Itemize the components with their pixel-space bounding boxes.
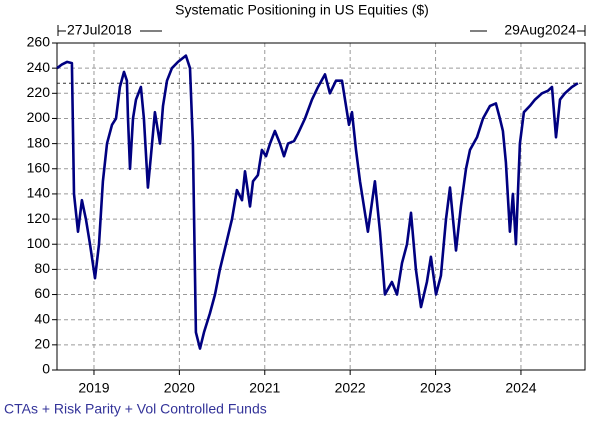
- x-tick-label: 2019: [78, 380, 109, 396]
- y-tick-label: 20: [34, 336, 50, 352]
- y-tick-label: 260: [27, 34, 51, 50]
- y-tick-label: 120: [27, 210, 51, 226]
- y-tick-label: 180: [27, 134, 51, 150]
- x-tick-label: 2021: [249, 380, 280, 396]
- y-tick-label: 220: [27, 84, 51, 100]
- x-tick-label: 2020: [164, 380, 195, 396]
- start-bracket: [57, 25, 162, 36]
- y-tick-label: 40: [34, 310, 50, 326]
- x-tick-label: 2024: [505, 380, 536, 396]
- chart-title: Systematic Positioning in US Equities ($…: [175, 2, 429, 18]
- end-bracket: [470, 25, 586, 36]
- end-date-label: 29Aug2024: [504, 22, 576, 38]
- y-tick-label: 100: [27, 235, 51, 251]
- x-tick-label: 2023: [420, 380, 451, 396]
- plot-border: [56, 42, 586, 371]
- y-tick-label: 140: [27, 185, 51, 201]
- y-tick-label: 80: [34, 260, 50, 276]
- start-date-label: 27Jul2018: [67, 22, 132, 38]
- y-tick-label: 240: [27, 59, 51, 75]
- x-tick-label: 2022: [335, 380, 366, 396]
- y-tick-label: 60: [34, 285, 50, 301]
- series-line: [56, 54, 579, 350]
- y-tick-label: 200: [27, 109, 51, 125]
- y-tick-label: 160: [27, 159, 51, 175]
- caption: CTAs + Risk Parity + Vol Controlled Fund…: [4, 401, 267, 417]
- y-tick-label: 0: [42, 361, 50, 377]
